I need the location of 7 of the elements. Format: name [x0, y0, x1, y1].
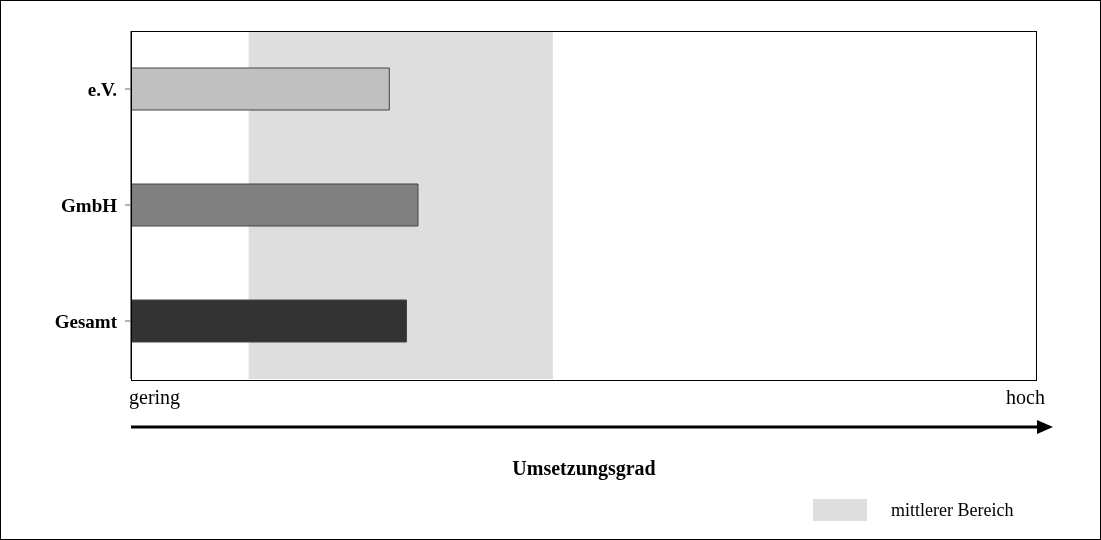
y-tick-label: Gesamt	[54, 311, 118, 332]
text: Umsetzungsgrad	[511, 457, 657, 480]
legend-label: mittlerer Bereich	[891, 499, 1014, 521]
y-tick-label: GmbH	[61, 195, 118, 216]
text: hoch	[1006, 386, 1045, 409]
y-tick-label: e.V.	[87, 79, 117, 100]
text: gering	[129, 386, 181, 409]
